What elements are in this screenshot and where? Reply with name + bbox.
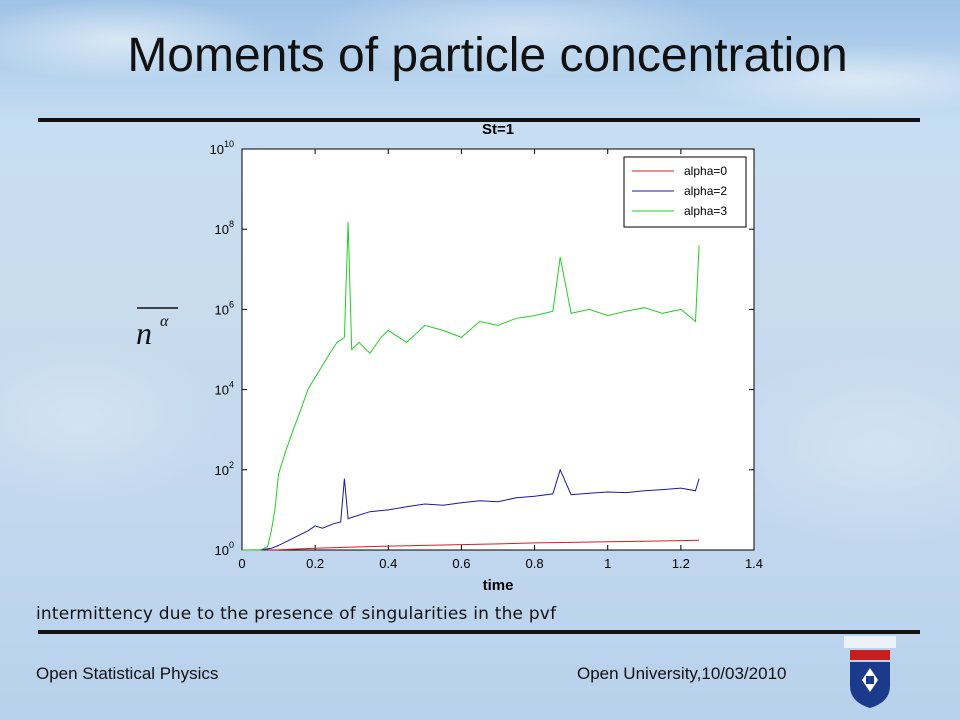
series-line-alpha=0 xyxy=(241,539,700,551)
x-tick-label: 0.8 xyxy=(526,556,544,571)
slide-caption: intermittency due to the presence of sin… xyxy=(36,604,557,624)
moments-chart: 0 0.2 0.4 0.6 0.8 1 1.2 1.4 100 102 104 106 108 1010 S… xyxy=(210,121,764,594)
x-tick-label: 0.4 xyxy=(379,556,397,571)
legend-entry: alpha=2 xyxy=(684,184,727,198)
university-logo xyxy=(844,636,896,708)
footer-divider xyxy=(38,630,920,634)
y-tick-label: 108 xyxy=(215,219,234,237)
legend-entry: alpha=0 xyxy=(684,164,727,178)
title-divider xyxy=(38,118,920,122)
slide-title: Moments of particle concentration xyxy=(127,29,848,82)
y-label-n: n xyxy=(136,315,152,351)
y-tick-label: 1010 xyxy=(210,139,234,157)
x-axis-label: time xyxy=(483,577,514,594)
series-line-alpha=2 xyxy=(242,468,700,551)
series-line-alpha=3 xyxy=(242,222,700,551)
y-tick-label: 106 xyxy=(215,299,234,317)
x-tick-label: 0.2 xyxy=(306,556,324,571)
x-tick-label: 1.4 xyxy=(745,556,763,571)
footer-left-text: Open Statistical Physics xyxy=(36,664,219,683)
legend-box xyxy=(623,156,747,228)
footer-right-text: Open University,10/03/2010 xyxy=(577,664,787,683)
chart-title: St=1 xyxy=(482,121,514,138)
y-tick-label: 102 xyxy=(215,460,234,478)
x-tick-label: 0 xyxy=(238,556,245,571)
x-tick-label: 1 xyxy=(604,556,611,571)
y-label-alpha: α xyxy=(160,313,169,330)
legend-entry: alpha=3 xyxy=(684,204,727,218)
y-tick-label: 100 xyxy=(215,540,234,558)
x-tick-label: 0.6 xyxy=(452,556,470,571)
x-tick-label: 1.2 xyxy=(672,556,690,571)
y-tick-label: 104 xyxy=(215,380,234,398)
y-axis-label: n α xyxy=(136,307,178,351)
